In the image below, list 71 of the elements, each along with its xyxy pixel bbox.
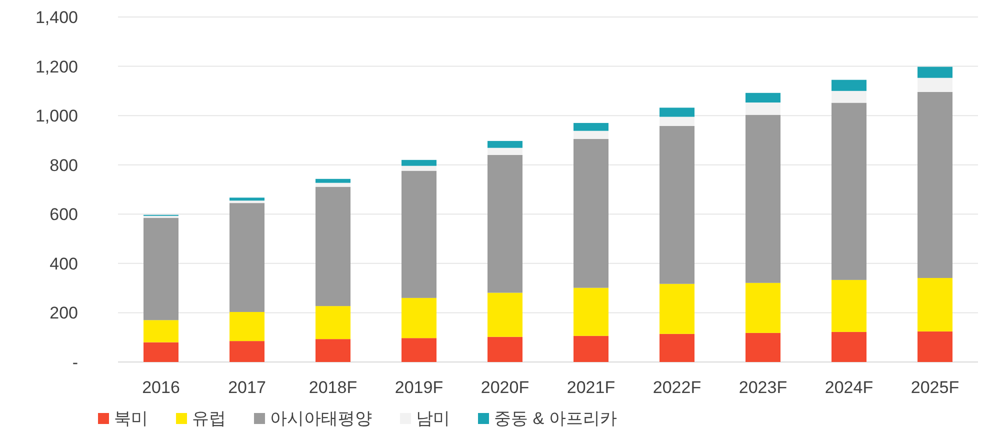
- bar: [574, 336, 608, 362]
- y-tick-label: 1,400: [35, 8, 78, 27]
- x-tick-label: 2019F: [394, 378, 444, 397]
- bar: [918, 78, 952, 92]
- bar: [316, 339, 350, 362]
- x-tick-label: 2016: [142, 378, 180, 397]
- bar: [488, 140, 522, 148]
- bar: [574, 138, 608, 288]
- bar: [832, 332, 866, 362]
- bar: [574, 288, 608, 336]
- bar: [144, 342, 178, 362]
- bar: [660, 108, 694, 117]
- bar: [746, 114, 780, 283]
- bar: [660, 284, 694, 334]
- bar: [832, 102, 866, 280]
- bar: [832, 90, 866, 103]
- bar: [660, 334, 694, 362]
- bar: [402, 338, 436, 362]
- bar: [918, 92, 952, 278]
- y-tick-label: -: [72, 353, 78, 372]
- bar: [660, 126, 694, 284]
- x-tick-label: 2024F: [824, 378, 874, 397]
- bar: [832, 280, 866, 332]
- legend-label: 아시아태평양: [270, 409, 372, 428]
- bar: [488, 155, 522, 293]
- x-tick-label: 2025F: [910, 378, 960, 397]
- bar: [316, 178, 350, 183]
- bar: [488, 148, 522, 155]
- legend-label: 남미: [416, 409, 450, 428]
- x-tick-label: 2020F: [480, 378, 530, 397]
- bar: [746, 282, 780, 333]
- bar: [574, 130, 608, 139]
- x-tick-label: 2022F: [652, 378, 702, 397]
- bar: [402, 160, 436, 166]
- legend-label: 중동 & 아프리카: [494, 409, 617, 428]
- bar: [488, 292, 522, 337]
- bar: [402, 170, 436, 298]
- x-tick-label: 2018F: [308, 378, 358, 397]
- bar: [230, 198, 264, 201]
- bar: [316, 186, 350, 306]
- bar: [230, 203, 264, 312]
- bar: [230, 200, 264, 204]
- bar: [746, 332, 780, 362]
- legend-label: 유럽: [192, 409, 226, 428]
- bar: [918, 278, 952, 332]
- bar: [488, 336, 522, 362]
- x-tick-label: 2021F: [566, 378, 616, 397]
- y-tick-label: 600: [50, 205, 78, 224]
- bar: [746, 102, 780, 115]
- bar: [660, 116, 694, 126]
- bar: [832, 80, 866, 91]
- bar: [144, 320, 178, 342]
- y-tick-label: 1,000: [35, 106, 78, 126]
- bar: [574, 122, 608, 131]
- bar: [316, 182, 350, 187]
- y-tick-label: 1,200: [35, 57, 78, 76]
- bar: [402, 166, 436, 171]
- y-tick-label: 400: [50, 254, 78, 274]
- bar: [230, 312, 264, 342]
- y-tick-label: 800: [50, 156, 78, 175]
- bar: [918, 66, 952, 78]
- bar: [144, 218, 178, 320]
- bar: [918, 331, 952, 362]
- x-tick-label: 2017: [228, 378, 266, 397]
- legend-label: 북미: [114, 409, 148, 428]
- y-tick-label: 200: [50, 304, 78, 323]
- bar: [316, 306, 350, 340]
- bar: [746, 92, 780, 103]
- bar: [402, 298, 436, 338]
- bar: [230, 341, 264, 362]
- x-tick-label: 2023F: [738, 378, 788, 397]
